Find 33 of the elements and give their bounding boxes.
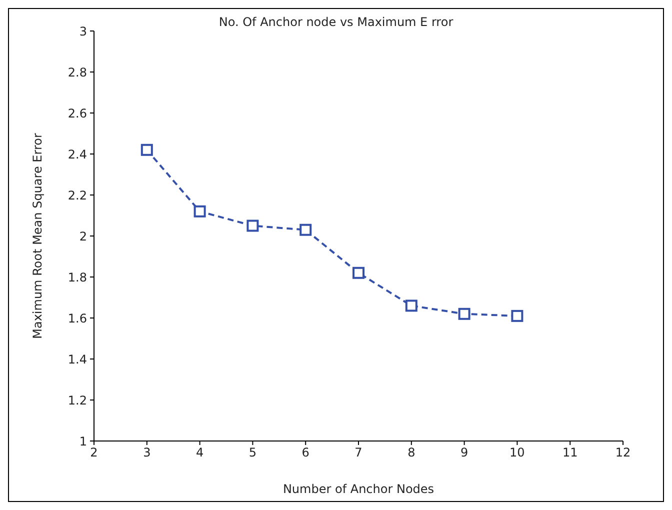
x-tick-label: 6	[302, 446, 310, 460]
y-tick-label: 1.8	[68, 270, 87, 284]
y-tick-label: 1	[79, 434, 87, 448]
point	[300, 224, 312, 236]
x-tick-label: 3	[143, 446, 151, 460]
point	[352, 266, 364, 279]
point	[511, 310, 524, 322]
y-axis-title: Maximum Root Mean Square Error	[30, 133, 44, 339]
y-tick-label: 1.6	[68, 311, 87, 326]
point	[405, 300, 418, 312]
y-tick-label: 1.4	[68, 352, 87, 366]
y-tick-label: 3	[79, 24, 87, 38]
y-tick-label: 2.2	[68, 188, 87, 202]
y-tick-label: 2.6	[68, 106, 87, 120]
x-tick-label: 10	[510, 446, 525, 460]
chart-title: No. Of Anchor node vs Maximum E rror	[218, 15, 454, 29]
x-tick-label: 11	[562, 446, 578, 460]
point	[458, 308, 470, 320]
x-tick-label: 12	[615, 446, 631, 460]
y-tick-label: 1.2	[68, 393, 87, 408]
point	[140, 144, 153, 156]
x-tick-label: 8	[408, 446, 416, 460]
x-tick-label: 5	[248, 446, 257, 460]
y-tick-label: 2	[79, 229, 87, 244]
point	[246, 220, 259, 232]
y-tick-label: 2.8	[68, 65, 87, 80]
point	[194, 205, 206, 218]
x-tick-label: 7	[354, 446, 362, 460]
x-tick-label: 9	[460, 446, 468, 460]
x-tick-label: 4	[196, 446, 204, 460]
x-axis-title: Number of Anchor Nodes	[282, 482, 434, 496]
y-tick-label: 2.4	[68, 147, 87, 162]
x-tick-label: 2	[90, 446, 98, 460]
